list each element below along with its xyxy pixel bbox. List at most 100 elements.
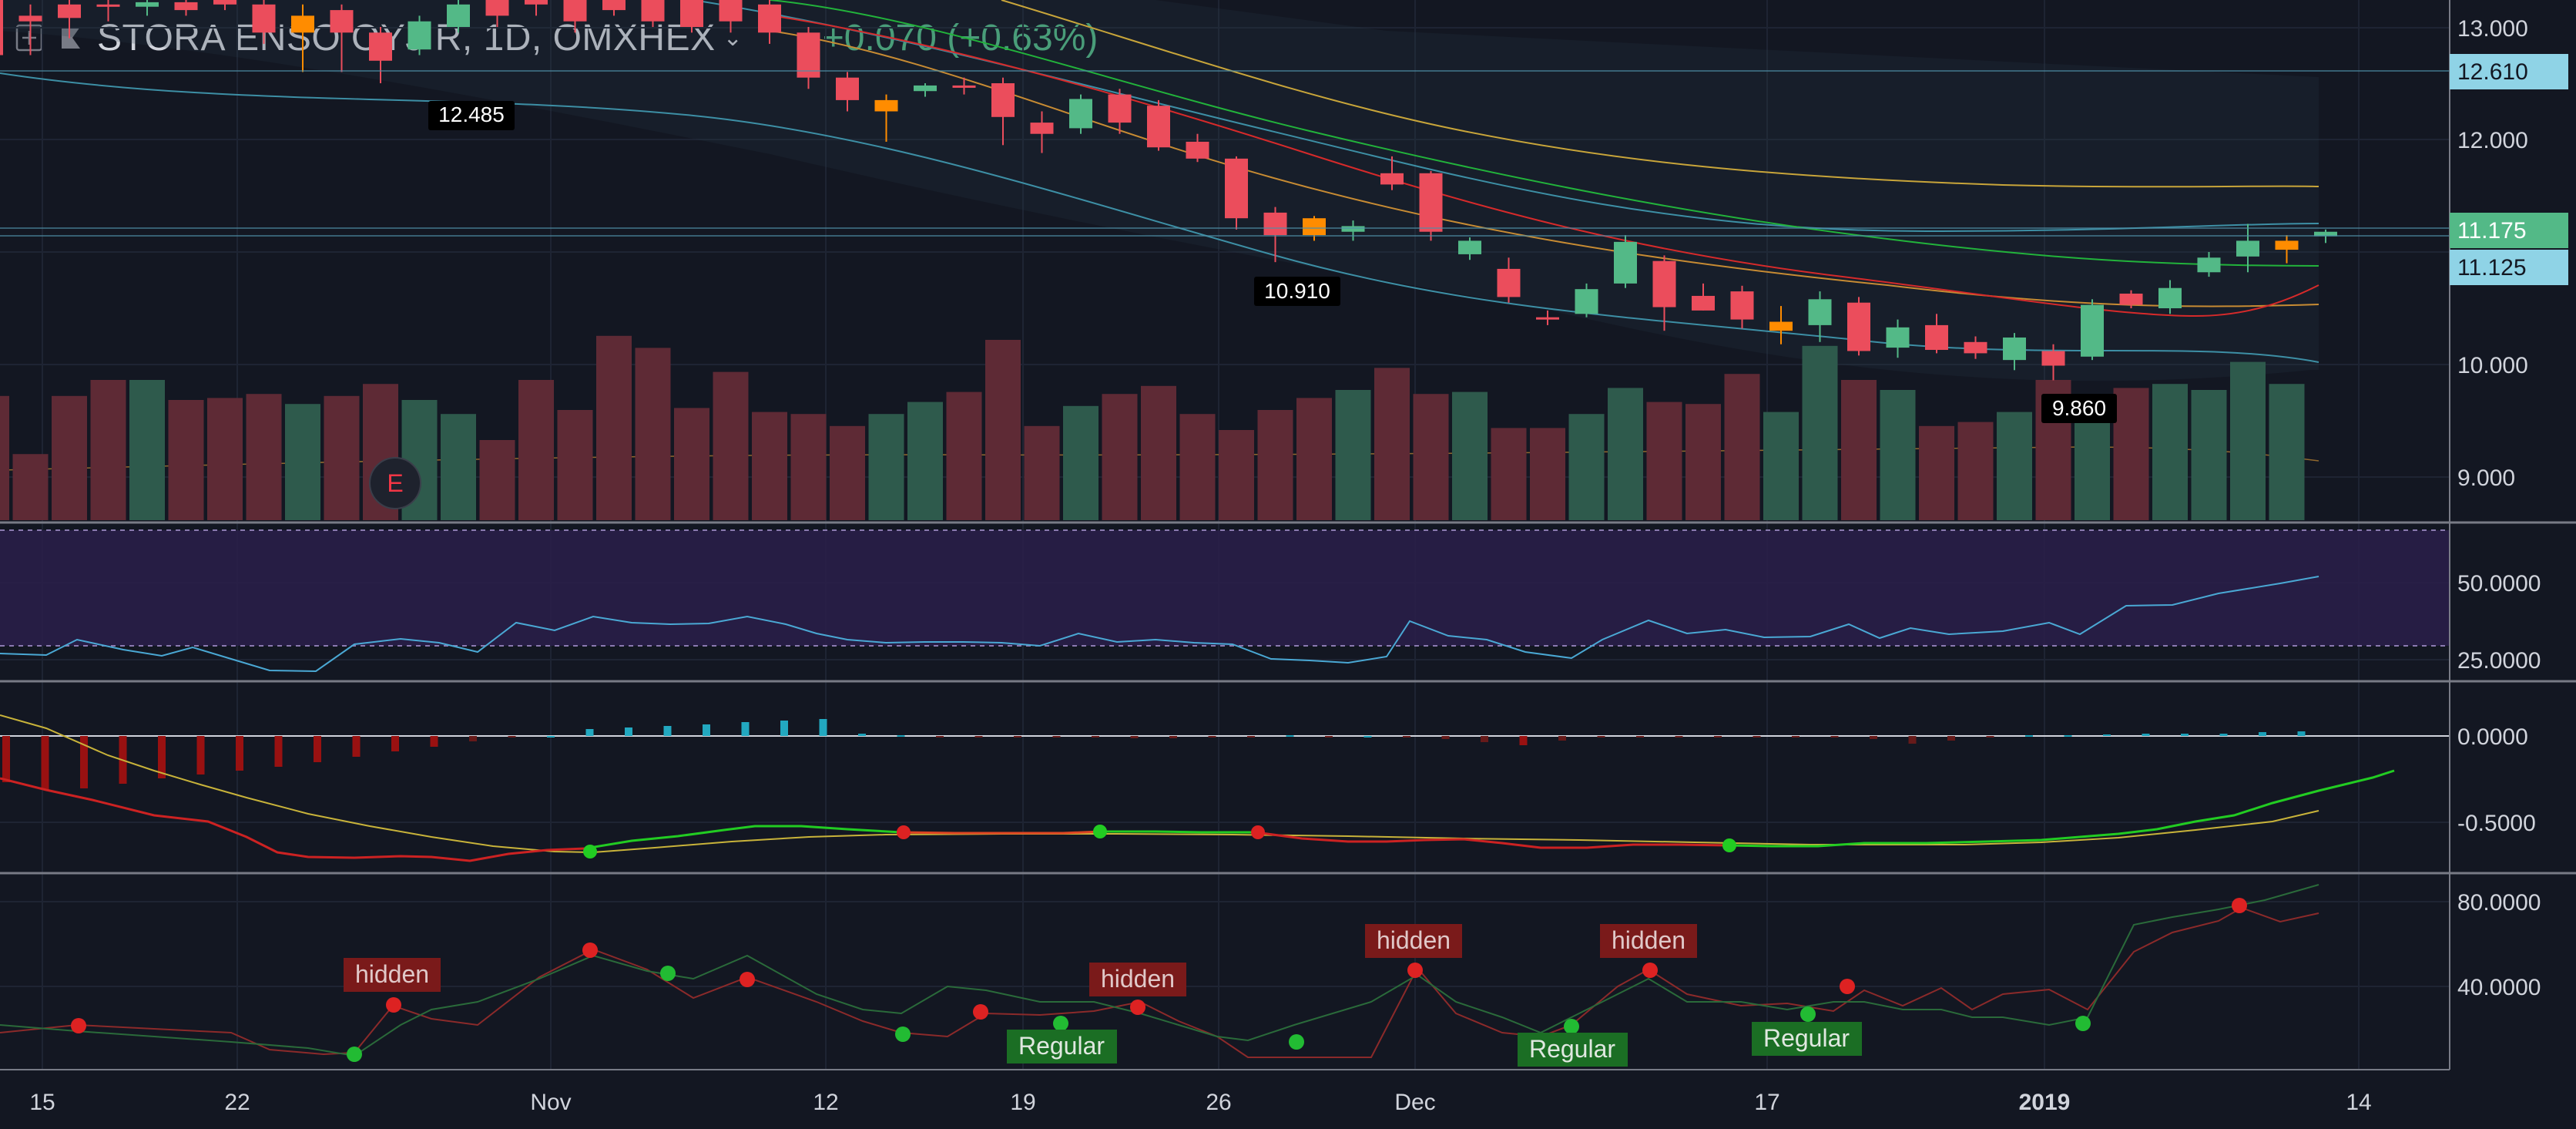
macd-histogram-bar <box>352 736 361 757</box>
volume-bar <box>1919 425 1954 520</box>
macd-histogram-bar <box>1092 736 1099 738</box>
volume-bar <box>1608 388 1643 520</box>
volume-bar <box>1685 404 1721 520</box>
svg-text:E: E <box>387 469 403 497</box>
candle-body <box>2197 257 2221 273</box>
candle-body <box>1964 341 1987 354</box>
candle-body <box>797 32 820 78</box>
price-pane[interactable]: 12.485 10.910 9.860 E <box>0 0 2450 520</box>
symbol-title[interactable]: STORA ENSO OYJ R, 1D, OMXHEX <box>97 17 716 59</box>
macd-histogram-bar <box>1441 736 1450 739</box>
divergence-dot <box>1642 963 1658 978</box>
divergence-dot <box>2075 1016 2091 1031</box>
time-axis-tick: 26 <box>1206 1090 1231 1115</box>
svg-text:hidden: hidden <box>1612 926 1685 954</box>
macd-histogram-bar <box>2103 734 2111 736</box>
price-axis[interactable]: 13.000 12.000 10.000 9.000 12.610 11.175… <box>2449 0 2568 1070</box>
macd-histogram-bar <box>1130 736 1139 738</box>
divergence-oscillator-green <box>0 884 2319 1057</box>
volume-bar <box>246 394 282 520</box>
candle-body <box>213 0 236 5</box>
volume-bar <box>285 404 320 520</box>
macd-cross-dot <box>1093 825 1107 838</box>
volume-bar <box>946 391 982 520</box>
macd-histogram-bar <box>703 724 710 736</box>
candle-body <box>2275 240 2299 250</box>
volume-bar <box>1491 428 1527 520</box>
volume-bar <box>1296 398 1332 520</box>
candle-body <box>1225 158 1248 219</box>
volume-bar <box>2152 384 2188 520</box>
divergence-dot <box>1800 1006 1816 1022</box>
volume-bar <box>635 348 671 520</box>
rsi-line <box>0 576 2319 673</box>
divergence-dot <box>973 1004 988 1020</box>
divergence-pane[interactable]: hidden hidden hidden hidden Regular Regu… <box>0 884 2319 1067</box>
candle-body <box>1497 268 1521 297</box>
macd-pane[interactable] <box>0 714 2450 862</box>
divergence-label-regular: Regular <box>1518 1033 1628 1067</box>
volume-bar <box>868 414 904 520</box>
macd-signal-line <box>0 714 2319 854</box>
volume-bar <box>1802 345 1838 520</box>
candle-body <box>447 4 470 28</box>
candle-body <box>836 77 859 100</box>
flag-icon[interactable] <box>55 22 86 53</box>
volume-bar <box>1374 368 1410 520</box>
candle-body <box>952 85 976 88</box>
rsi-pane[interactable] <box>0 529 2450 673</box>
macd-histogram <box>2 719 2306 790</box>
moving-average-20 <box>770 15 2319 318</box>
candle-body <box>1186 141 1209 159</box>
candle-body <box>2119 294 2143 305</box>
candle-body <box>914 85 937 92</box>
divergence-oscillator-red <box>0 906 2319 1058</box>
volume-bar <box>985 340 1021 520</box>
volume-bar <box>1880 390 1916 520</box>
candle-body <box>1614 241 1637 284</box>
candle-body <box>1263 212 1287 236</box>
time-axis-tick: 19 <box>1010 1090 1035 1115</box>
candle-body <box>719 0 743 22</box>
chevron-down-icon[interactable]: ⌄ <box>723 25 743 51</box>
price-badge: 11.175 <box>2457 218 2527 244</box>
candle-body <box>136 2 159 7</box>
time-axis[interactable]: 15 22 Nov 12 19 26 Dec 17 2019 14 <box>29 1090 2371 1115</box>
time-axis-tick: Nov <box>530 1090 571 1115</box>
volume-bar <box>12 454 49 520</box>
volume-bar <box>1530 428 1565 520</box>
svg-text:9.860: 9.860 <box>2052 396 2106 420</box>
candle-body <box>252 4 276 33</box>
macd-histogram-bar <box>158 736 166 778</box>
earnings-event-marker[interactable]: E <box>369 457 421 509</box>
candle-body <box>1808 299 1832 325</box>
candle-body <box>18 15 42 22</box>
svg-text:12.485: 12.485 <box>438 102 505 126</box>
div-axis-tick: 40.0000 <box>2457 975 2541 1000</box>
macd-line-negative <box>1255 831 1730 849</box>
macd-histogram-bar <box>1753 736 1761 738</box>
volume-bar <box>1568 414 1605 520</box>
macd-axis-tick: 0.0000 <box>2457 724 2528 750</box>
price-badge: 11.125 <box>2457 255 2527 281</box>
svg-text:hidden: hidden <box>1377 926 1451 954</box>
candle-body <box>58 4 81 18</box>
candle-body <box>1380 173 1404 185</box>
macd-histogram-bar <box>663 726 672 736</box>
volume-bar <box>790 414 827 520</box>
divergence-dot <box>1289 1034 1304 1050</box>
volume-bar <box>1452 391 1488 520</box>
macd-histogram-bar <box>1519 736 1528 745</box>
macd-histogram-bar <box>236 736 243 771</box>
macd-histogram-bar <box>547 736 555 738</box>
price-axis-tick: 9.000 <box>2457 465 2515 491</box>
moving-average-200 <box>1001 0 2319 188</box>
chart-header: STORA ENSO OYJ R, 1D, OMXHEX ⌄ +0.070 (+… <box>14 11 1098 65</box>
volume-bar <box>2075 404 2110 520</box>
candle-body <box>1692 295 1715 311</box>
divergence-dot <box>1564 1019 1579 1034</box>
macd-histogram-bar <box>2 736 10 782</box>
volume-bar <box>1219 430 1254 520</box>
volume-bar <box>1063 405 1098 520</box>
